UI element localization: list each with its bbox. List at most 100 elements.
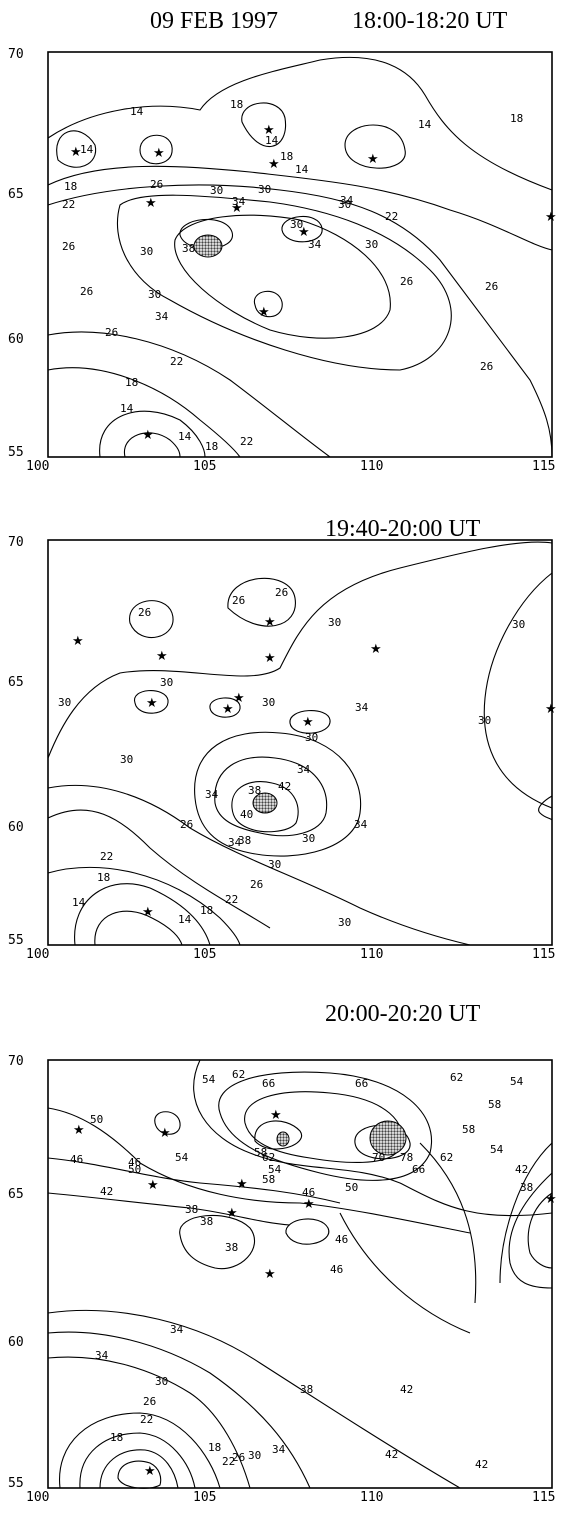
station-star-icon: ★ — [258, 305, 270, 320]
contour-label: 46 — [330, 1263, 343, 1276]
y-tick-label: 65 — [8, 187, 24, 202]
y-tick-label: 60 — [8, 332, 24, 347]
station-star-icon: ★ — [236, 1177, 248, 1192]
contour-label: 30 — [140, 245, 153, 258]
station-star-icon: ★ — [545, 702, 557, 717]
station-star-icon: ★ — [233, 691, 245, 706]
contour-label: 14 — [80, 143, 94, 156]
contour-label: 42 — [385, 1448, 398, 1461]
contour-label: 30 — [262, 696, 275, 709]
station-star-icon: ★ — [545, 1192, 557, 1207]
contour-label: 22 — [225, 893, 238, 906]
contour-label: 40 — [240, 808, 253, 821]
contour-label: 30 — [268, 858, 281, 871]
station-star-icon: ★ — [226, 1206, 238, 1221]
contour-label: 30 — [338, 916, 351, 929]
contour-label: 18 — [230, 98, 243, 111]
contour-label: 14 — [120, 402, 134, 415]
contour-label: 30 — [248, 1449, 261, 1462]
contour-label: 26 — [400, 275, 413, 288]
contour-label: 38 — [225, 1241, 238, 1254]
contour-label: 30 — [478, 714, 491, 727]
contour-label: 26 — [250, 878, 263, 891]
station-star-icon: ★ — [142, 428, 154, 443]
contour-label: 30 — [160, 676, 173, 689]
contour-label: 50 — [345, 1181, 358, 1194]
contour-map-1-svg: 70 65 60 55 100 105 110 115 ★ ★ ★ ★ ★ ★ … — [8, 47, 557, 474]
station-star-icon: ★ — [270, 1108, 282, 1123]
contour-map-2-svg: 70 65 60 55 100 105 110 115 ★ ★ ★ ★ ★ ★ … — [8, 535, 557, 962]
contour-label: 26 — [275, 586, 288, 599]
station-star-icon: ★ — [147, 1178, 159, 1193]
contour-labels: 14 14 18 14 18 14 18 14 18 22 26 26 30 3… — [62, 98, 523, 453]
contour-label: 30 — [302, 832, 315, 845]
contour-label: 50 — [128, 1163, 141, 1176]
x-tick-label: 115 — [532, 1490, 555, 1505]
contour-label: 58 — [462, 1123, 475, 1136]
contour-label: 34 — [95, 1349, 109, 1362]
contour-label: 18 — [64, 180, 77, 193]
contour-label: 62 — [262, 1151, 275, 1164]
contour-label: 30 — [338, 198, 351, 211]
station-star-icon: ★ — [73, 1123, 85, 1138]
contour-label: 14 — [72, 896, 86, 909]
contour-label: 34 — [355, 701, 369, 714]
y-tick-label: 60 — [8, 1335, 24, 1350]
contour-label: 22 — [222, 1455, 235, 1468]
station-star-icon: ★ — [264, 1267, 276, 1282]
contour-label: 38 — [300, 1383, 313, 1396]
contour-label: 58 — [254, 1146, 267, 1159]
contour-label: 54 — [510, 1075, 524, 1088]
contour-label: 38 — [200, 1215, 213, 1228]
peak-shade — [193, 234, 223, 258]
contour-label: 34 — [228, 836, 242, 849]
peak-shade — [276, 1131, 290, 1147]
contour-label: 26 — [480, 360, 493, 373]
contour-label: 30 — [155, 1375, 168, 1388]
contour-label: 14 — [178, 430, 192, 443]
station-star-icon: ★ — [222, 702, 234, 717]
contour-label: 26 — [485, 280, 498, 293]
contour-label: 30 — [120, 753, 133, 766]
station-star-icon: ★ — [72, 634, 84, 649]
contour-label: 22 — [170, 355, 183, 368]
contour-label: 54 — [175, 1151, 189, 1164]
y-tick-label: 60 — [8, 820, 24, 835]
contour-label: 42 — [100, 1185, 113, 1198]
contour-label: 30 — [210, 184, 223, 197]
contour-label: 30 — [148, 288, 161, 301]
contour-label: 18 — [510, 112, 523, 125]
stations: ★ ★ ★ ★ ★ ★ ★ ★ ★ ★ ★ — [70, 123, 557, 443]
contour-label: 34 — [340, 194, 354, 207]
station-star-icon: ★ — [231, 201, 243, 216]
contour-label: 22 — [240, 435, 253, 448]
station-star-icon: ★ — [153, 146, 165, 161]
contour-map-panel-1: 70 65 60 55 100 105 110 115 ★ ★ ★ ★ ★ ★ … — [0, 40, 573, 540]
contour-label: 26 — [62, 240, 75, 253]
contour-label: 34 — [155, 310, 169, 323]
y-tick-label: 55 — [8, 445, 24, 460]
contour-label: 66 — [262, 1077, 275, 1090]
contour-label: 42 — [278, 780, 291, 793]
contour-label: 18 — [97, 871, 110, 884]
contour-label: 18 — [110, 1431, 123, 1444]
contour-label: 34 — [354, 818, 368, 831]
contour-label: 26 — [150, 178, 163, 191]
x-tick-label: 100 — [26, 947, 49, 962]
contour-label: 26 — [232, 594, 245, 607]
station-star-icon: ★ — [370, 642, 382, 657]
contour-label: 54 — [202, 1073, 216, 1086]
x-tick-label: 115 — [532, 947, 555, 962]
contour-label: 30 — [328, 616, 341, 629]
contour-label: 30 — [258, 183, 271, 196]
station-star-icon: ★ — [145, 196, 157, 211]
station-star-icon: ★ — [264, 651, 276, 666]
contour-label: 14 — [178, 913, 192, 926]
contour-label: 34 — [308, 238, 322, 251]
peak-shade — [369, 1120, 407, 1156]
contour-label: 42 — [400, 1383, 413, 1396]
contour-label: 38 — [248, 784, 261, 797]
contour-label: 54 — [268, 1163, 282, 1176]
contour-label: 26 — [143, 1395, 156, 1408]
contour-label: 70 — [372, 1151, 385, 1164]
